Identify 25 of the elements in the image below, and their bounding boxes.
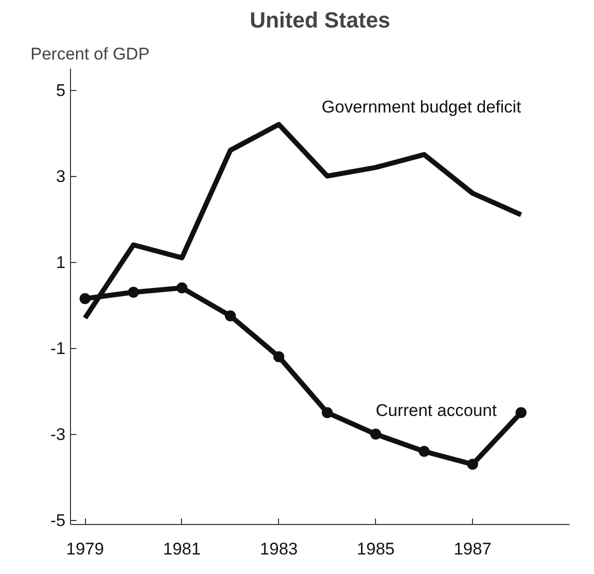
series-label: Current account xyxy=(376,401,497,420)
x-tick-label: 1979 xyxy=(66,540,104,558)
y-tick-label: -5 xyxy=(50,511,66,530)
x-tick-label: 1981 xyxy=(163,540,201,558)
y-tick-label: 5 xyxy=(56,81,66,100)
point xyxy=(80,293,91,304)
point xyxy=(370,428,382,440)
point xyxy=(516,407,527,418)
x-tick-label: 1987 xyxy=(454,540,492,558)
y-tick-label: 3 xyxy=(56,167,66,186)
point xyxy=(273,351,284,362)
y-tick-label: -1 xyxy=(50,339,66,358)
y-tick-label: 1 xyxy=(56,253,66,272)
point xyxy=(322,407,333,418)
y-tick-label: -3 xyxy=(50,425,66,444)
point xyxy=(224,310,236,322)
chart-title: United States xyxy=(250,8,390,32)
point xyxy=(467,458,478,470)
point xyxy=(176,282,188,294)
text: Government budget deficit xyxy=(322,97,522,116)
x-tick-label: 1983 xyxy=(260,540,298,558)
point xyxy=(418,446,430,457)
point xyxy=(128,286,139,298)
x-tick-label: 1985 xyxy=(356,540,395,558)
y-axis-title: Percent of GDP xyxy=(30,44,150,64)
